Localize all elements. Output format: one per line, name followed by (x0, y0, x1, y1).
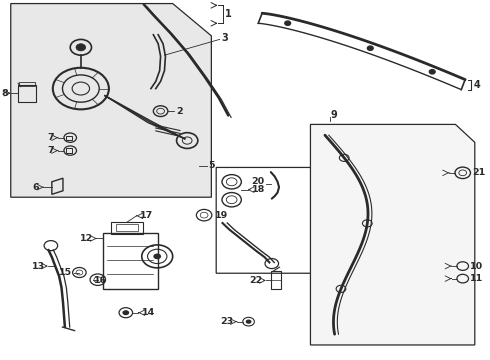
Bar (102, 233, 158, 289)
Text: 7: 7 (48, 133, 54, 142)
Text: 1: 1 (225, 9, 232, 19)
Polygon shape (11, 4, 211, 197)
Bar (116, 224, 138, 231)
Text: 17: 17 (140, 211, 153, 220)
Polygon shape (311, 125, 475, 345)
Bar (111, 222, 143, 234)
Text: 5: 5 (208, 161, 215, 170)
Bar (18, 85, 36, 102)
Circle shape (429, 69, 435, 74)
Text: 4: 4 (473, 80, 480, 90)
Text: 3: 3 (221, 33, 228, 43)
Text: 21: 21 (472, 168, 486, 177)
Circle shape (368, 46, 373, 50)
Circle shape (76, 44, 86, 51)
Text: 22: 22 (249, 276, 262, 285)
Text: 6: 6 (32, 183, 39, 192)
Text: 16: 16 (94, 275, 107, 284)
Text: 18: 18 (251, 185, 265, 194)
Bar (20, 82, 35, 86)
Circle shape (153, 253, 161, 259)
Text: 10: 10 (470, 262, 483, 271)
Text: 20: 20 (251, 177, 265, 186)
Circle shape (285, 21, 291, 25)
Circle shape (245, 319, 251, 324)
Text: 12: 12 (80, 234, 93, 243)
Text: 13: 13 (31, 262, 45, 271)
Text: 2: 2 (176, 107, 183, 116)
Bar (271, 271, 281, 289)
Bar (66, 135, 72, 140)
Text: 23: 23 (220, 317, 233, 326)
Polygon shape (216, 167, 330, 273)
Text: 19: 19 (215, 211, 228, 220)
Text: 14: 14 (142, 308, 155, 317)
Text: 7: 7 (48, 146, 54, 155)
Text: 8: 8 (1, 89, 8, 98)
Text: 11: 11 (470, 274, 483, 283)
Bar (66, 148, 72, 153)
Circle shape (122, 310, 129, 315)
Text: 15: 15 (59, 268, 72, 277)
Text: 9: 9 (331, 111, 338, 121)
